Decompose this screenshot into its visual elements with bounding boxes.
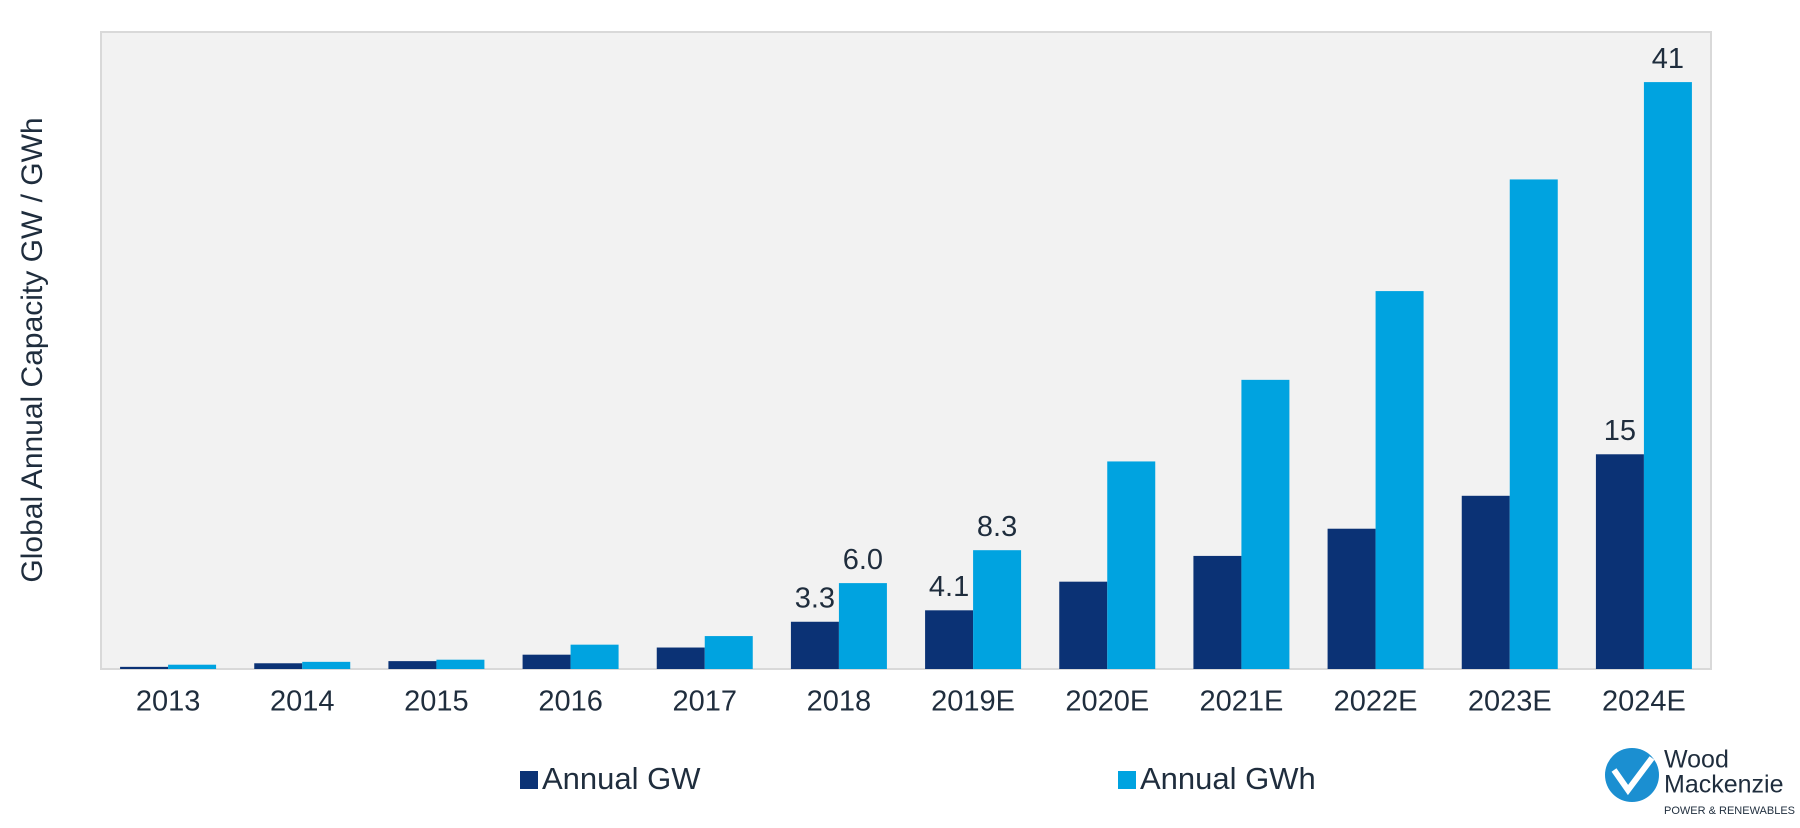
- bar: [388, 661, 437, 669]
- bar: [1059, 581, 1108, 669]
- x-tick-label: 2021E: [1199, 686, 1283, 718]
- data-label: 3.3: [795, 582, 835, 614]
- x-tick-label: 2024E: [1602, 686, 1686, 718]
- bar: [570, 644, 619, 669]
- bar: [436, 659, 485, 669]
- x-tick-label: 2018: [807, 686, 872, 718]
- bar: [1107, 461, 1156, 669]
- x-tick-label: 2017: [672, 686, 737, 718]
- y-axis-title: Global Annual Capacity GW / GWh: [16, 117, 49, 582]
- bar: [925, 610, 974, 669]
- legend-swatch: [520, 771, 538, 789]
- data-label: 15: [1604, 415, 1636, 447]
- x-tick-label: 2019E: [931, 686, 1015, 718]
- bar: [656, 647, 705, 669]
- bar: [704, 636, 753, 669]
- logo-check: [1611, 756, 1655, 796]
- bar: [120, 666, 169, 669]
- bar: [973, 550, 1022, 669]
- bar: [302, 661, 351, 669]
- data-label: 8.3: [977, 511, 1017, 543]
- x-tick-label: 2016: [538, 686, 603, 718]
- legend-swatch: [1118, 771, 1136, 789]
- bar: [1643, 82, 1692, 669]
- plot-area: [100, 31, 1712, 670]
- logo-text: Wood: [1664, 746, 1729, 774]
- bar: [1327, 528, 1376, 669]
- logo: Wood Mackenzie POWER & RENEWABLES: [1605, 746, 1795, 817]
- bar: [1193, 555, 1242, 669]
- logo-text: Mackenzie: [1664, 771, 1784, 799]
- x-tick-label: 2022E: [1334, 686, 1418, 718]
- x-tick-label: 2015: [404, 686, 469, 718]
- bar: [1509, 179, 1558, 670]
- data-label: 4.1: [929, 571, 969, 603]
- data-label: 6.0: [843, 544, 883, 576]
- legend-label: Annual GWh: [1140, 761, 1316, 796]
- bar: [168, 664, 217, 669]
- logo-subtext: POWER & RENEWABLES: [1664, 805, 1795, 817]
- bar: [838, 583, 887, 669]
- bar: [522, 654, 571, 669]
- bar: [1375, 291, 1424, 669]
- x-tick-label: 2023E: [1468, 686, 1552, 718]
- x-tick-label: 2020E: [1065, 686, 1149, 718]
- data-label: 41: [1652, 43, 1684, 75]
- legend-label: Annual GW: [542, 761, 701, 796]
- logo-icon: [1605, 748, 1659, 802]
- bar: [790, 621, 839, 669]
- x-tick-label: 2013: [136, 686, 201, 718]
- bar: [1461, 495, 1510, 669]
- x-tick-label: 2014: [270, 686, 335, 718]
- bar: [1241, 379, 1290, 669]
- bar: [1595, 454, 1644, 669]
- bar: [254, 663, 303, 669]
